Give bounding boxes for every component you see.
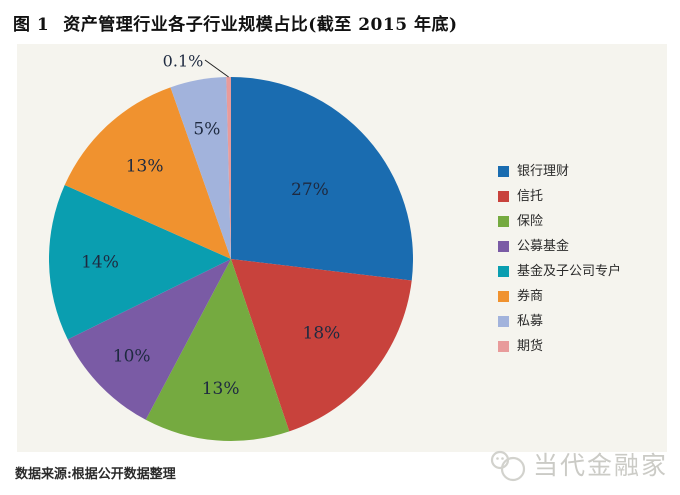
legend-swatch-icon bbox=[498, 266, 509, 277]
data-source-note: 数据来源:根据公开数据整理 bbox=[15, 467, 176, 482]
legend-item: 银行理财 bbox=[498, 165, 621, 178]
figure-number: 图 1 bbox=[13, 15, 50, 35]
legend-swatch-icon bbox=[498, 191, 509, 202]
pie-slice-5 bbox=[48, 185, 231, 340]
pie-data-label: 14% bbox=[81, 253, 119, 273]
pie-slice-2 bbox=[231, 259, 412, 432]
legend-swatch-icon bbox=[498, 241, 509, 252]
legend-item: 期货 bbox=[498, 340, 621, 353]
legend-item: 私募 bbox=[498, 315, 621, 328]
legend-swatch-icon bbox=[498, 341, 509, 352]
legend-item: 信托 bbox=[498, 190, 621, 203]
legend-label: 私募 bbox=[517, 314, 544, 329]
pie-slice-3 bbox=[145, 259, 290, 442]
legend-label: 保险 bbox=[517, 214, 544, 229]
legend-label: 公募基金 bbox=[517, 239, 570, 254]
pie-data-label: 27% bbox=[291, 180, 329, 200]
legend-swatch-icon bbox=[498, 166, 509, 177]
publisher-watermark: 当代金融家 bbox=[489, 448, 668, 484]
legend-label: 基金及子公司专户 bbox=[517, 264, 622, 279]
chart-legend: 银行理财信托保险公募基金基金及子公司专户 券商私募期货 bbox=[498, 165, 621, 353]
pie-slice-4 bbox=[67, 259, 231, 420]
pie-slice-8 bbox=[226, 76, 231, 259]
pie-data-label-callout: 0.1% bbox=[163, 52, 204, 71]
legend-label: 期货 bbox=[517, 339, 544, 354]
legend-swatch-icon bbox=[498, 316, 509, 327]
legend-label: 券商 bbox=[517, 289, 544, 304]
pie-slice-7 bbox=[170, 77, 231, 259]
legend-label: 信托 bbox=[517, 189, 544, 204]
figure-title-text: 资产管理行业各子行业规模占比(截至 2015 年底) bbox=[63, 15, 458, 35]
chart-plot-area: 27% 18% 13% 10% 14% 13% 5% 0.1% 银行理财信托保险公募基金基金及… bbox=[17, 44, 667, 452]
legend-item: 券商 bbox=[498, 290, 621, 303]
pie-slice-1 bbox=[231, 77, 413, 281]
pie-data-label: 18% bbox=[303, 323, 341, 343]
callout-leader-line bbox=[204, 59, 229, 78]
publisher-name: 当代金融家 bbox=[532, 451, 668, 480]
pie-data-label: 10% bbox=[113, 346, 151, 366]
pie-data-label: 13% bbox=[202, 379, 240, 399]
pie-chart: 27% 18% 13% 10% 14% 13% 5% 0.1% bbox=[48, 52, 413, 442]
pie-slice-6 bbox=[64, 87, 231, 259]
legend-item: 保险 bbox=[498, 215, 621, 228]
figure-title: 图 1 资产管理行业各子行业规模占比(截至 2015 年底) bbox=[13, 10, 458, 35]
legend-swatch-icon bbox=[498, 291, 509, 302]
legend-item: 公募基金 bbox=[498, 240, 621, 253]
pie-data-label: 13% bbox=[126, 156, 164, 176]
pie-data-label: 5% bbox=[193, 119, 220, 139]
legend-item: 基金及子公司专户 bbox=[498, 265, 621, 278]
legend-label: 银行理财 bbox=[517, 164, 570, 179]
publisher-logo-icon bbox=[490, 450, 526, 482]
legend-swatch-icon bbox=[498, 216, 509, 227]
